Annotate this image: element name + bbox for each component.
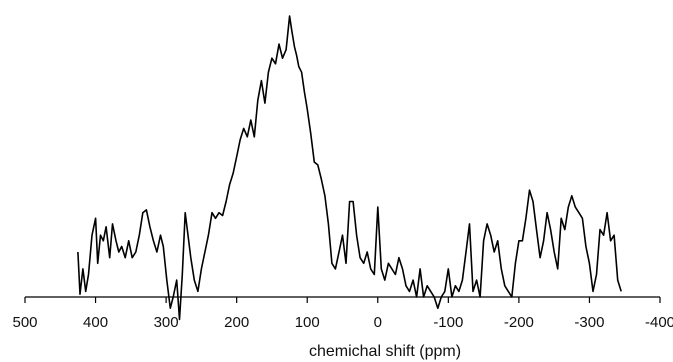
spectrum-line xyxy=(77,15,622,321)
x-tick-label: 200 xyxy=(224,314,249,331)
x-tick-label: -300 xyxy=(574,314,604,331)
series-layer xyxy=(77,15,622,321)
x-tick-label: 500 xyxy=(12,314,37,331)
x-tick-label: 0 xyxy=(374,314,382,331)
x-tick-label: 300 xyxy=(154,314,179,331)
x-tick-label: 100 xyxy=(295,314,320,331)
x-tick-label: -100 xyxy=(433,314,463,331)
x-tick-label: 400 xyxy=(83,314,108,331)
x-axis: 500 400 300 200 100 0 -100 -200 -300 -400 xyxy=(12,296,673,331)
x-axis-title: chemichal shift (ppm) xyxy=(309,343,461,360)
x-tick-label: -200 xyxy=(504,314,534,331)
x-tick-label: -400 xyxy=(645,314,673,331)
